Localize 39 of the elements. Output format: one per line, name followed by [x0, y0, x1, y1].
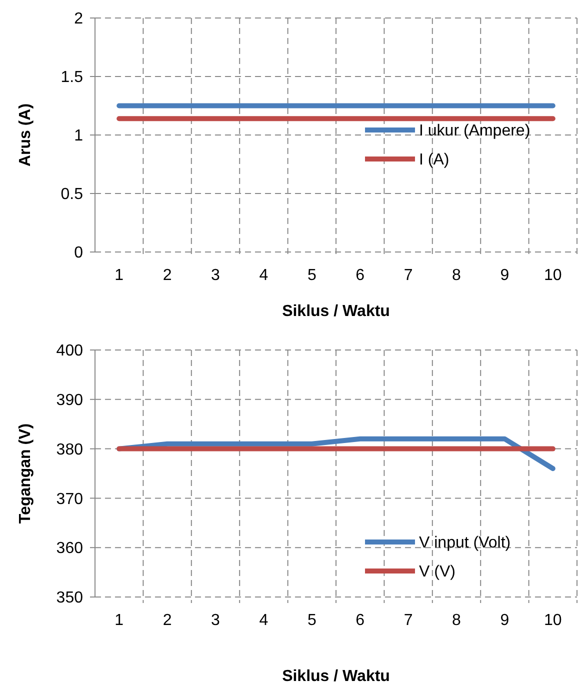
x-tick-label: 1 — [114, 612, 124, 629]
y-tick-label: 400 — [56, 342, 84, 360]
x-tick-label: 10 — [544, 267, 562, 284]
x-tick-label: 10 — [544, 612, 562, 629]
x-tick-label: 3 — [211, 267, 220, 284]
x-tick-label: 6 — [356, 267, 365, 284]
x-tick-label: 5 — [307, 612, 316, 629]
x-tick-label: 5 — [307, 267, 316, 284]
x-tick-label: 8 — [452, 612, 462, 629]
x-tick-label: 4 — [259, 267, 268, 284]
legend-label: V input (Volt) — [419, 534, 511, 552]
legend-label: I (A) — [419, 152, 450, 169]
x-tick-label: 3 — [211, 612, 220, 629]
y-tick-label: 1.5 — [60, 69, 84, 86]
y-tick-label: 0.5 — [60, 186, 84, 204]
x-tick-label: 7 — [404, 267, 413, 284]
x-tick-label: 4 — [259, 612, 268, 629]
x-tick-label: 7 — [404, 612, 413, 629]
x-tick-label: 2 — [162, 612, 172, 629]
y-tick-label: 380 — [56, 441, 84, 458]
x-axis-title: Siklus / Waktu — [282, 303, 390, 320]
legend-label: I ukur (Ampere) — [419, 122, 530, 140]
y-tick-label: 0 — [74, 244, 84, 262]
x-tick-label: 6 — [356, 612, 365, 629]
x-axis-title: Siklus / Waktu — [282, 668, 390, 685]
y-tick-label: 1 — [74, 128, 84, 145]
y-tick-label: 350 — [56, 590, 84, 607]
x-tick-label: 9 — [500, 612, 510, 629]
x-tick-label: 8 — [452, 267, 462, 284]
y-tick-label: 2 — [74, 10, 84, 28]
legend-label: V (V) — [419, 564, 456, 581]
x-tick-label: 1 — [114, 267, 124, 284]
y-tick-label: 370 — [56, 490, 84, 508]
x-tick-label: 2 — [162, 267, 172, 284]
y-axis-title: Arus (A) — [17, 103, 34, 167]
y-axis-title: Tegangan (V) — [17, 423, 34, 524]
y-tick-label: 390 — [56, 392, 84, 409]
y-tick-label: 360 — [56, 540, 84, 558]
x-tick-label: 9 — [500, 267, 510, 284]
